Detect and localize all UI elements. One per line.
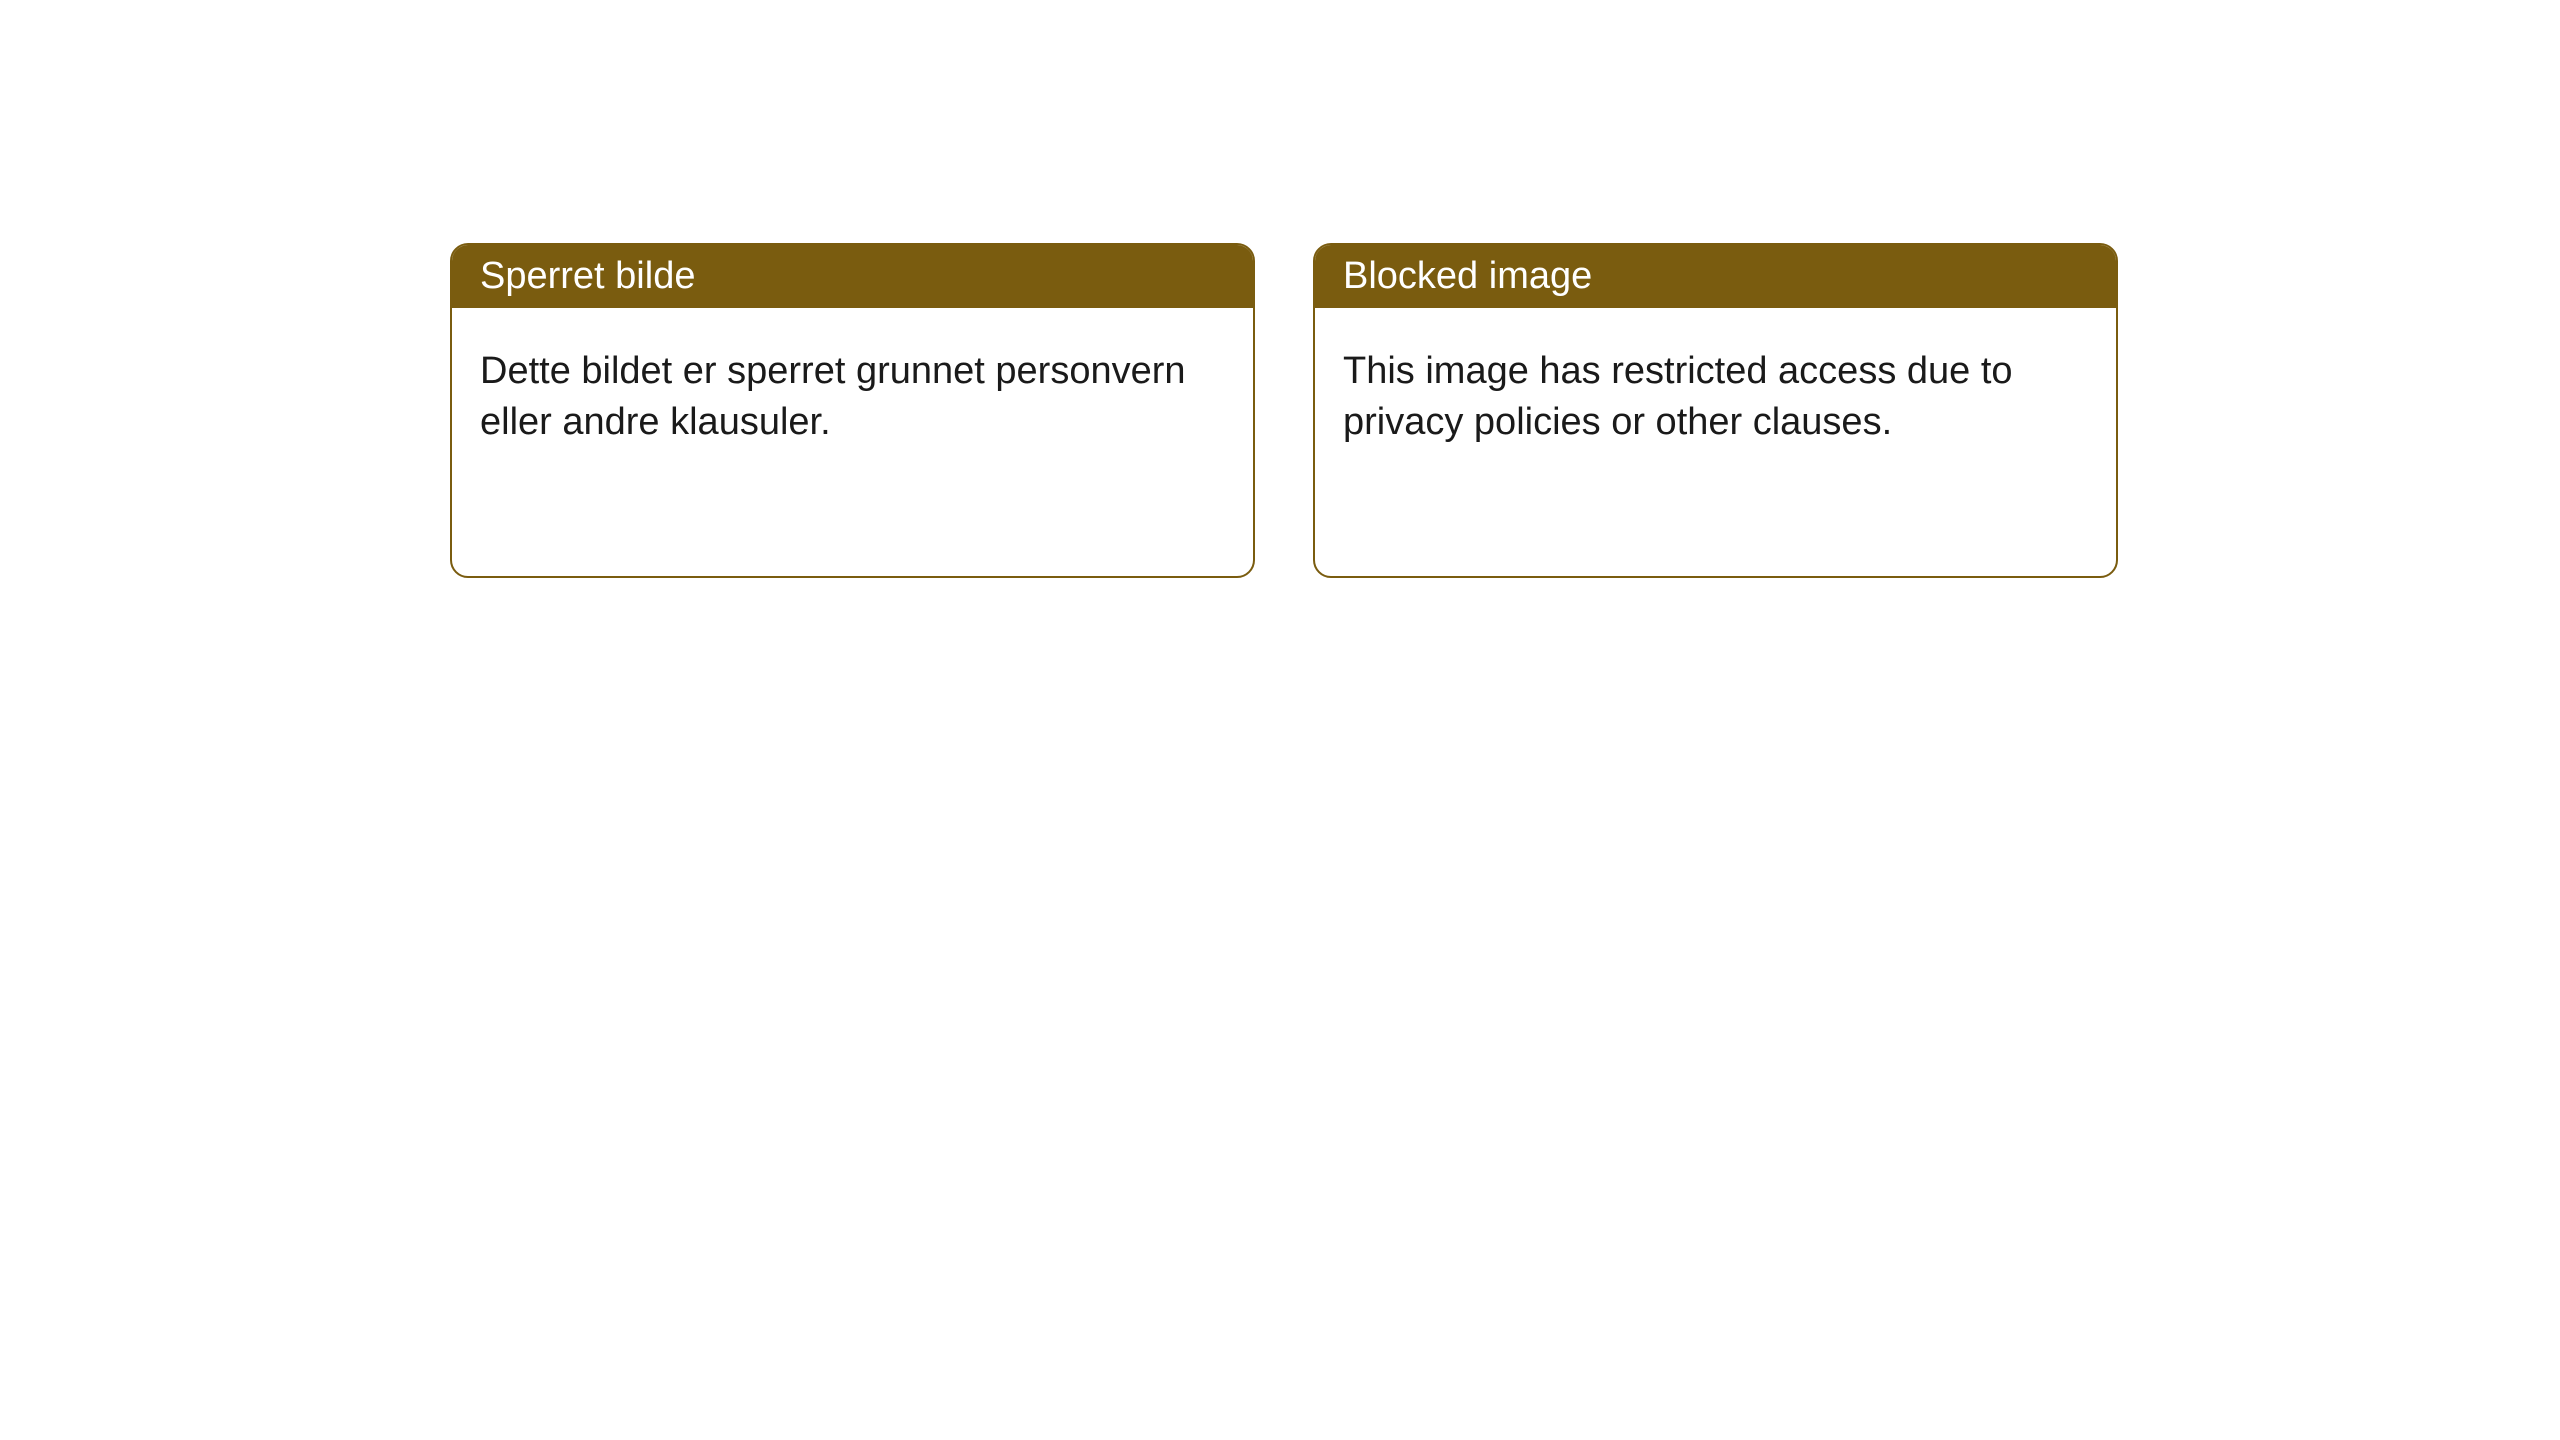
card-title: Sperret bilde: [480, 255, 695, 297]
card-body: This image has restricted access due to …: [1315, 308, 2116, 487]
card-header: Blocked image: [1315, 245, 2116, 308]
card-header: Sperret bilde: [452, 245, 1253, 308]
notice-container: Sperret bilde Dette bildet er sperret gr…: [0, 0, 2560, 578]
blocked-image-card-no: Sperret bilde Dette bildet er sperret gr…: [450, 243, 1255, 578]
card-body-text: This image has restricted access due to …: [1343, 350, 2013, 443]
card-title: Blocked image: [1343, 255, 1592, 297]
blocked-image-card-en: Blocked image This image has restricted …: [1313, 243, 2118, 578]
card-body: Dette bildet er sperret grunnet personve…: [452, 308, 1253, 487]
card-body-text: Dette bildet er sperret grunnet personve…: [480, 350, 1186, 443]
